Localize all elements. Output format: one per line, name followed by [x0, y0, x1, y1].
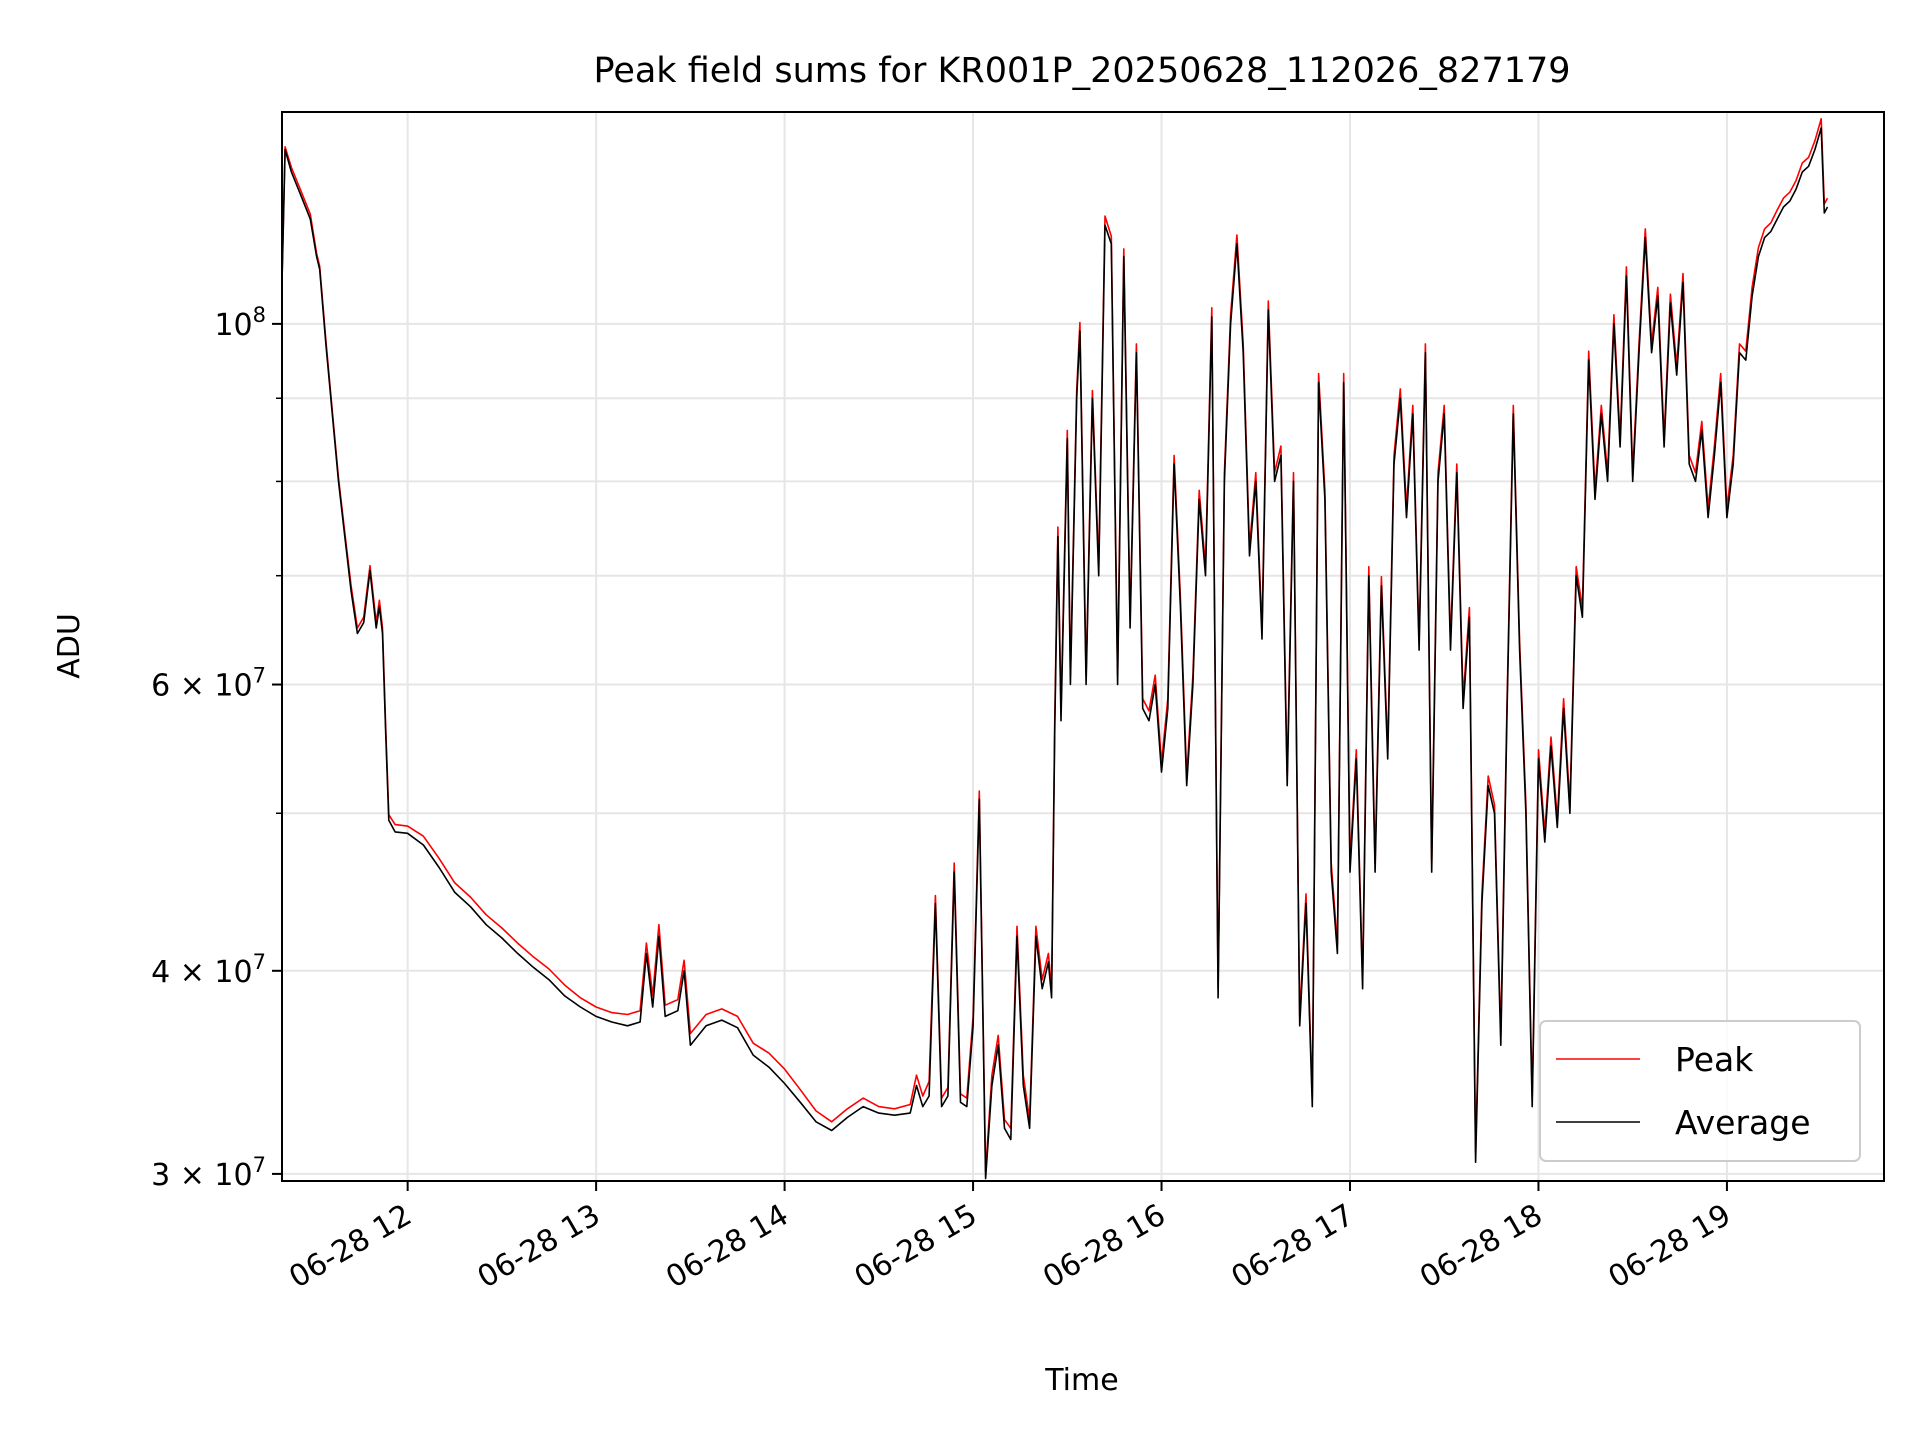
series-layer — [281, 118, 1829, 1180]
chart-title: Peak field sums for KR001P_20250628_1120… — [593, 51, 1570, 91]
y-axis-label: ADU — [52, 613, 87, 679]
x-axis-label: Time — [1044, 1363, 1118, 1398]
legend: Peak Average — [1539, 1020, 1861, 1162]
y-tick-label: 3 × 107 — [151, 1153, 266, 1193]
y-tick-label: 4 × 107 — [151, 950, 266, 990]
series-line-average — [281, 127, 1829, 1180]
plot-frame — [281, 111, 1885, 1182]
legend-box — [1539, 1020, 1861, 1162]
legend-label-average: Average — [1675, 1103, 1811, 1142]
legend-label-peak: Peak — [1675, 1040, 1754, 1079]
y-tick-label: 6 × 107 — [151, 664, 266, 704]
y-tick-label: 108 — [214, 303, 266, 343]
